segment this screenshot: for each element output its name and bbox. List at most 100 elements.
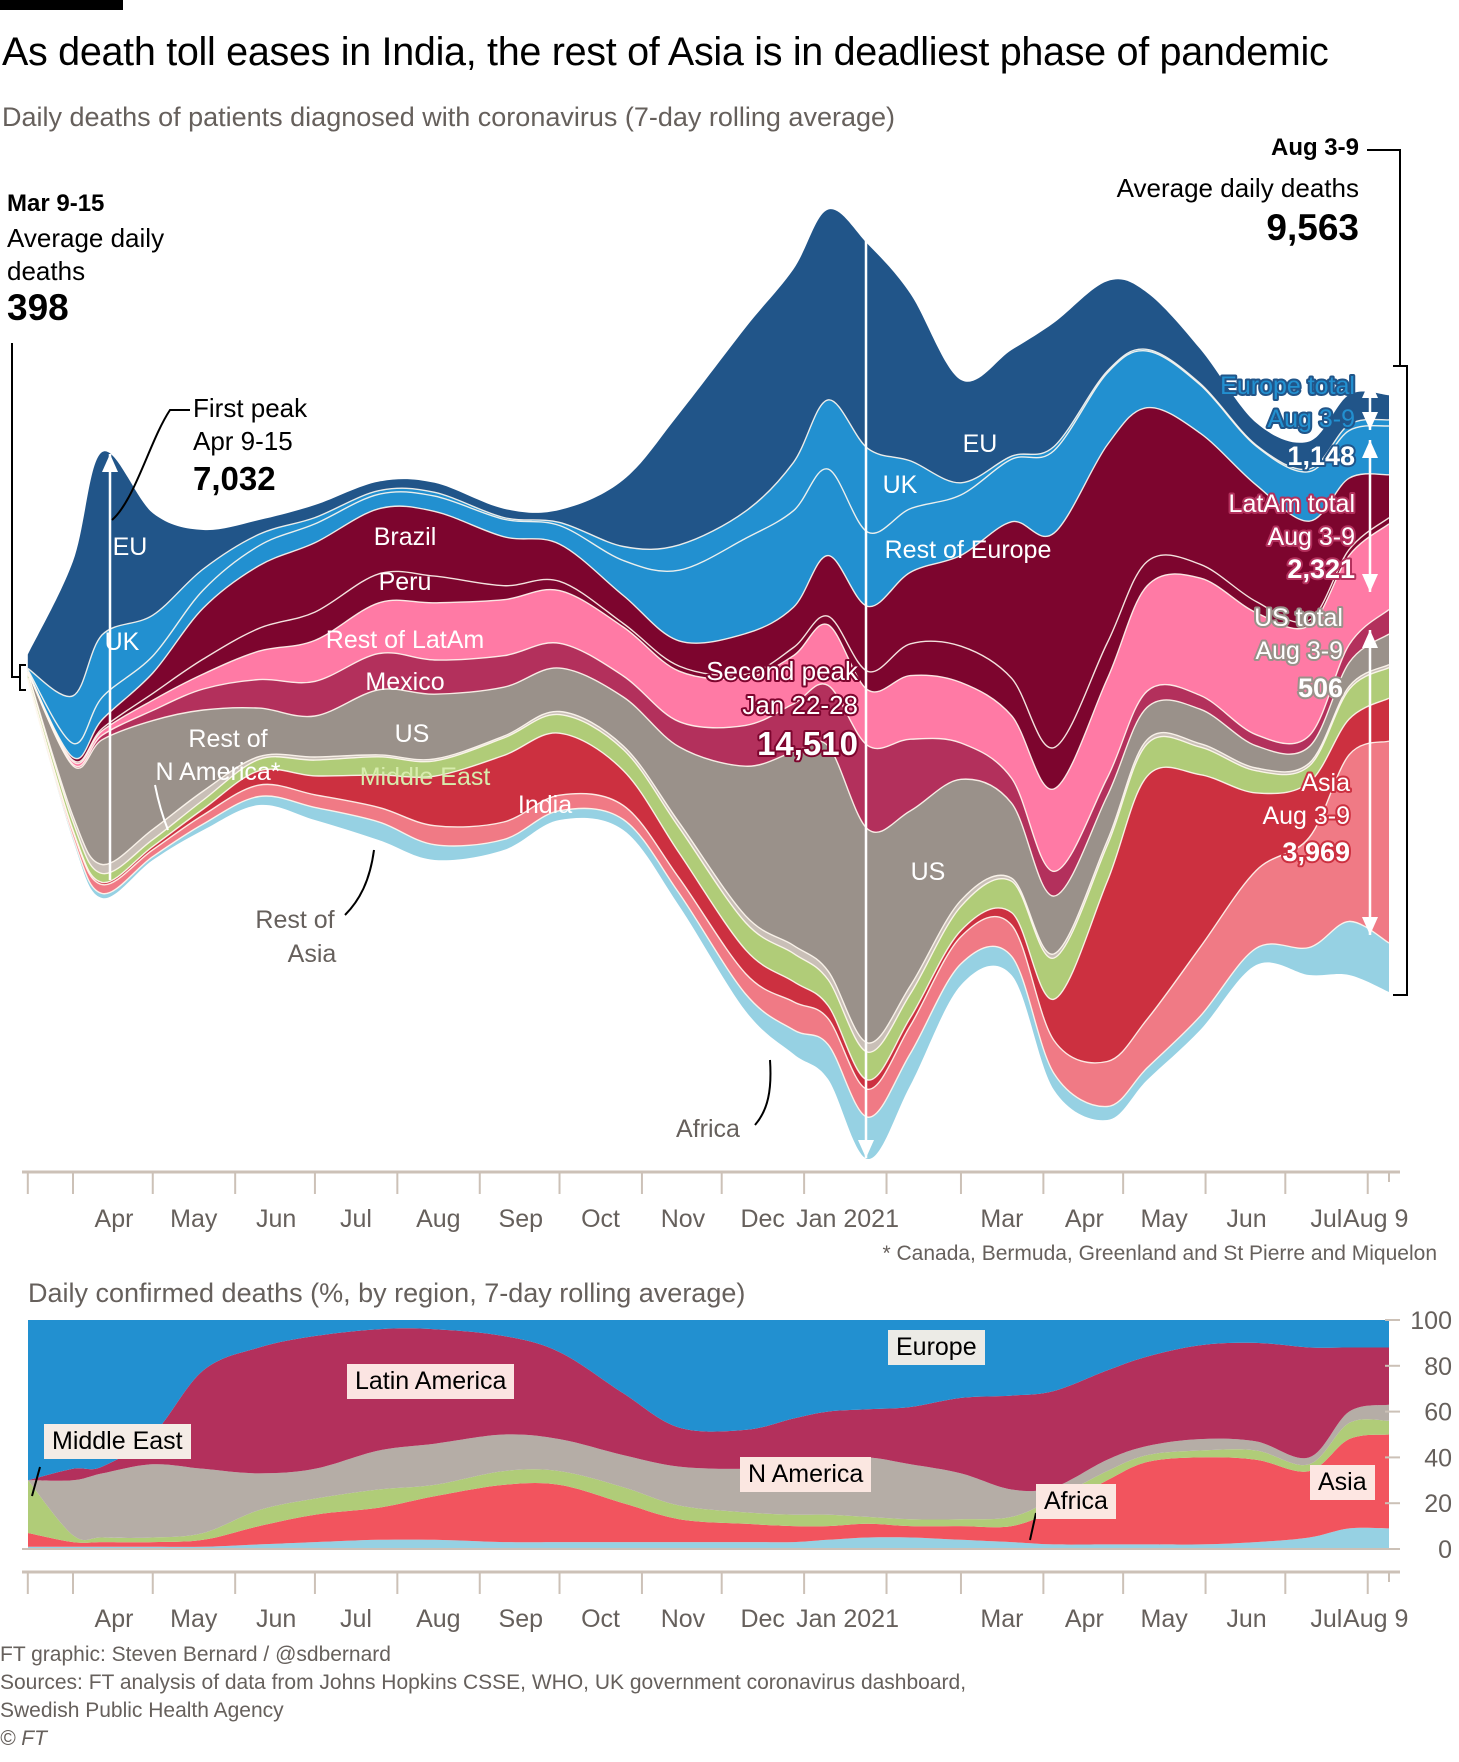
region-label-us-1: US (395, 720, 430, 748)
x-tick-label: May (1141, 1205, 1189, 1233)
x-tick-label: Aug (416, 1205, 460, 1233)
region-label-peru: Peru (379, 568, 432, 596)
second-peak-period: Jan 22-28 (742, 690, 858, 720)
x-axis-lower: Apr May Jun Jul Aug Sep Oct Nov Dec Jan 2021 Mar Ap… (22, 1570, 1408, 1633)
first-peak-period: Apr 9-15 (193, 426, 293, 456)
start-line1: Average daily (7, 223, 165, 253)
end-bracket (1367, 149, 1408, 996)
x-tick-label: Jul (340, 1605, 372, 1633)
rest-nam-leader (154, 784, 169, 831)
x-tick-label: Aug (416, 1605, 460, 1633)
x-tick-label: Nov (661, 1605, 706, 1633)
x-tick-label: Mar (980, 1605, 1023, 1633)
x-tick-label: Jan 2021 (796, 1605, 899, 1633)
x-tick-label: Jul (1310, 1605, 1342, 1633)
footer-credit: FT graphic: Steven Bernard / @sdbernard (0, 1643, 391, 1666)
y-axis-lower: 100 80 60 40 20 0 (22, 1307, 1452, 1564)
stream-layer-peru (27, 517, 1389, 790)
region-label-africa: Africa (676, 1115, 740, 1143)
rest-asia-leader (344, 849, 375, 916)
x-tick-label: Apr (1065, 1205, 1104, 1233)
x-tick-label: Jun (256, 1605, 296, 1633)
footer-copyright: © FT (0, 1727, 47, 1750)
first-peak-label: First peak (193, 393, 308, 423)
region-label-rest-nam-1: Rest of (188, 725, 267, 753)
end-value: 9,563 (1266, 207, 1359, 248)
stream-separator (27, 517, 1390, 763)
pct-top-mask (28, 1280, 1385, 1320)
x-tick-label: Apr (95, 1205, 134, 1233)
region-label-rest-asia-1: Rest of (255, 906, 334, 934)
latam-total-value: 2,321 (1287, 554, 1355, 584)
region-label-rest-europe: Rest of Europe (885, 536, 1052, 564)
asia-total-period: Aug 3-9 (1262, 802, 1350, 830)
stream-separator (27, 349, 1390, 745)
stream-separator (27, 663, 1390, 1044)
asia-total-arrow (1362, 630, 1378, 935)
stream-overlays: EU UK Brazil Peru Rest of LatAm Mexico US Rest … (11, 149, 1408, 1158)
africa-pct-leader (1029, 1512, 1037, 1541)
stream-layer-middle-east (27, 667, 1389, 1081)
region-label-us-2: US (911, 858, 946, 886)
y-tick-label: 40 (1424, 1444, 1452, 1472)
footnote: * Canada, Bermuda, Greenland and St Pier… (882, 1242, 1437, 1265)
x-tick-label: Jun (1226, 1605, 1266, 1633)
footer-sources-2: Swedish Public Health Agency (0, 1699, 284, 1722)
latam-total-period: Aug 3-9 (1267, 523, 1355, 551)
label-middle-east: Middle East (44, 1424, 191, 1459)
europe-total-value: 1,148 (1287, 441, 1355, 471)
label-latin-america: Latin America (347, 1364, 515, 1399)
stream-layer-rest-of-n-america (27, 664, 1389, 1053)
first-peak-value: 7,032 (193, 460, 276, 497)
footer-sources-1: Sources: FT analysis of data from Johns … (0, 1671, 967, 1694)
start-period: Mar 9-15 (7, 190, 105, 217)
stream-layer-rest-of-latam (27, 523, 1389, 872)
x-tick-label: Oct (581, 1205, 620, 1233)
y-tick-label: 100 (1410, 1307, 1452, 1335)
stream-layer-us (27, 634, 1389, 1044)
us-total-label: US total (1254, 604, 1343, 632)
stream-separator (27, 679, 1390, 1118)
stream-layer-mexico (27, 609, 1389, 897)
x-tick-label: Oct (581, 1605, 620, 1633)
start-line2: deaths (7, 256, 86, 286)
stream-separator (27, 666, 1390, 1053)
x-tick-label: Mar (980, 1205, 1023, 1233)
x-tick-label: Nov (661, 1205, 706, 1233)
chart-subtitle: Daily deaths of patients diagnosed with … (2, 102, 895, 132)
europe-total-label: Europe total (1220, 372, 1355, 400)
percent-chart (28, 1280, 1389, 1549)
x-tick-label: Jun (1226, 1205, 1266, 1233)
end-line1: Average daily deaths (1116, 173, 1359, 203)
label-africa: Africa (1036, 1484, 1116, 1519)
stream-separator (27, 608, 1390, 873)
x-tick-label: Aug 9 (1343, 1605, 1408, 1633)
x-tick-label: Jun (256, 1205, 296, 1233)
brand-bar (0, 0, 123, 10)
region-label-brazil: Brazil (374, 523, 437, 551)
stream-layer-india (27, 678, 1389, 1090)
stream-layer-brazil (27, 407, 1389, 763)
end-period: Aug 3-9 (1270, 134, 1359, 161)
us-total-value: 506 (1298, 673, 1343, 703)
x-tick-label: Jul (340, 1205, 372, 1233)
second-peak-value: 14,510 (757, 725, 858, 762)
stream-separator (27, 406, 1390, 760)
x-tick-label: Jul (1310, 1205, 1342, 1233)
region-label-uk-2: UK (883, 471, 918, 499)
stream-layer-uk (27, 349, 1389, 744)
x-tick-label: Jan 2021 (796, 1205, 899, 1233)
asia-total-label: Asia (1301, 769, 1350, 797)
region-label-mexico: Mexico (365, 668, 444, 696)
lower-chart-title: Daily confirmed deaths (%, by region, 7-… (28, 1278, 746, 1308)
region-label-india: India (518, 791, 572, 819)
start-bracket (11, 343, 26, 691)
stream-separator (27, 633, 1390, 897)
europe-total-arrow (1362, 380, 1378, 430)
region-label-middle-east: Middle East (360, 763, 491, 791)
asia-total-value: 3,969 (1282, 837, 1350, 867)
x-tick-label: Apr (1065, 1605, 1104, 1633)
x-tick-label: Aug 9 (1343, 1205, 1408, 1233)
x-tick-label: Dec (740, 1605, 784, 1633)
x-tick-label: Dec (740, 1205, 784, 1233)
